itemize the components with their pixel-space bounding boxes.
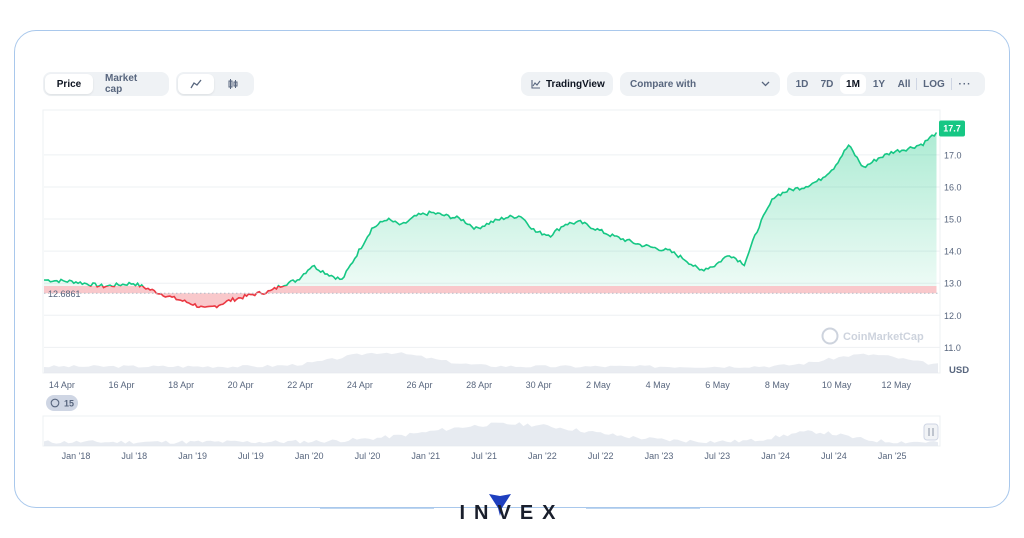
navigator-tick-label: Jul '19 [238, 451, 264, 461]
baseline-label: 12.6861 [48, 289, 81, 299]
navigator-tick-label: Jul '23 [704, 451, 730, 461]
range-selector: 1D 7D 1M 1Y All LOG ··· [787, 72, 985, 96]
current-price-badge [939, 120, 965, 137]
chevron-down-icon [761, 81, 770, 87]
x-tick-label: 14 Apr [49, 380, 75, 390]
compare-with-dropdown[interactable]: Compare with [620, 72, 780, 96]
x-tick-label: 24 Apr [347, 380, 373, 390]
y-tick-label: 16.0 [944, 182, 962, 192]
baseline-tag: 12.6861 [48, 289, 81, 299]
navigator[interactable] [42, 415, 941, 447]
range-1y[interactable]: 1Y [872, 78, 886, 90]
brand-logo-text: INVEX [459, 502, 564, 524]
navigator-tick-label: Jul '22 [588, 451, 614, 461]
navigator-tick-label: Jul '20 [355, 451, 381, 461]
navigator-handle[interactable] [923, 423, 939, 441]
x-tick-label: 6 May [705, 380, 730, 390]
x-tick-label: 26 Apr [406, 380, 432, 390]
price-area-up [44, 132, 937, 286]
y-tick-label: 13.0 [944, 279, 962, 289]
coinmarketcap-logo-icon [821, 327, 839, 345]
navigator-tick-label: Jan '23 [645, 451, 674, 461]
range-1m[interactable]: 1M [840, 74, 866, 94]
volume-area [44, 352, 938, 373]
range-divider [916, 78, 917, 90]
brand-logo-mark-icon [489, 494, 511, 516]
navigator-badge-count: 15 [64, 399, 74, 409]
x-tick-label: 20 Apr [228, 380, 254, 390]
candlestick-icon[interactable] [214, 74, 252, 94]
x-tick-label: 22 Apr [287, 380, 313, 390]
navigator-tick-label: Jul '24 [821, 451, 847, 461]
tradingview-icon [531, 80, 541, 89]
navigator-tick-label: Jul '18 [121, 451, 147, 461]
chart-type-toggle [176, 72, 254, 96]
navigator-tick-label: Jul '21 [471, 451, 497, 461]
line-chart-icon[interactable] [178, 74, 214, 94]
volume-silhouette [44, 352, 938, 373]
y-axis: 11.0 12.0 13.0 14.0 15.0 16.0 17.0 [944, 150, 962, 352]
navigator-tick-label: Jan '21 [411, 451, 440, 461]
x-tick-label: 4 May [646, 380, 671, 390]
log-divider [951, 78, 952, 90]
x-tick-label: 16 Apr [108, 380, 134, 390]
navigator-tick-label: Jan '18 [62, 451, 91, 461]
y-tick-label: 17.0 [944, 150, 962, 160]
navigator-axis: Jan '18 Jul '18 Jan '19 Jul '19 Jan '20 Jul '… [62, 451, 907, 461]
currency-label: USD [949, 365, 969, 376]
price-line-down [88, 286, 288, 309]
range-7d[interactable]: 7D [820, 78, 834, 90]
compare-with-label: Compare with [630, 78, 697, 90]
x-tick-label: 18 Apr [168, 380, 194, 390]
x-axis: 14 Apr 16 Apr 18 Apr 20 Apr 22 Apr 24 Apr 26 A… [49, 380, 912, 390]
watermark: CoinMarketCap [821, 327, 924, 345]
history-icon [50, 398, 60, 408]
navigator-tick-label: Jan '22 [528, 451, 557, 461]
range-1d[interactable]: 1D [795, 78, 809, 90]
watermark-text: CoinMarketCap [843, 331, 924, 343]
navigator-badge[interactable]: 15 [46, 395, 78, 411]
current-price-tag: 17.7 [939, 120, 965, 137]
y-tick-label: 14.0 [944, 247, 962, 257]
marketcap-tab[interactable]: Market cap [105, 73, 138, 95]
price-series [44, 132, 938, 309]
price-tab[interactable]: Price [45, 74, 93, 94]
brand-footer: INVEX [320, 494, 700, 524]
x-tick-label: 8 May [765, 380, 790, 390]
navigator-tick-label: Jan '19 [178, 451, 207, 461]
log-toggle[interactable]: LOG [923, 78, 945, 90]
navigator-tick-label: Jan '25 [878, 451, 907, 461]
y-tick-label: 15.0 [944, 215, 962, 225]
price-area-down [44, 286, 937, 308]
gridlines [44, 154, 940, 348]
price-line-up [44, 132, 938, 286]
range-all[interactable]: All [897, 78, 911, 90]
x-tick-label: 10 May [822, 380, 852, 390]
navigator-silhouette [44, 422, 938, 446]
more-options-button[interactable]: ··· [958, 78, 972, 90]
tradingview-label: TradingView [546, 78, 605, 90]
current-price-label: 17.7 [943, 123, 961, 133]
x-tick-label: 28 Apr [466, 380, 492, 390]
y-tick-label: 12.0 [944, 311, 962, 321]
x-tick-label: 12 May [882, 380, 912, 390]
x-tick-label: 2 May [586, 380, 611, 390]
tradingview-button[interactable]: TradingView [521, 72, 613, 96]
navigator-tick-label: Jan '24 [761, 451, 790, 461]
y-tick-label: 11.0 [944, 343, 961, 353]
price-marketcap-toggle: Price Market cap [43, 72, 169, 96]
x-tick-label: 30 Apr [526, 380, 552, 390]
navigator-tick-label: Jan '20 [295, 451, 324, 461]
